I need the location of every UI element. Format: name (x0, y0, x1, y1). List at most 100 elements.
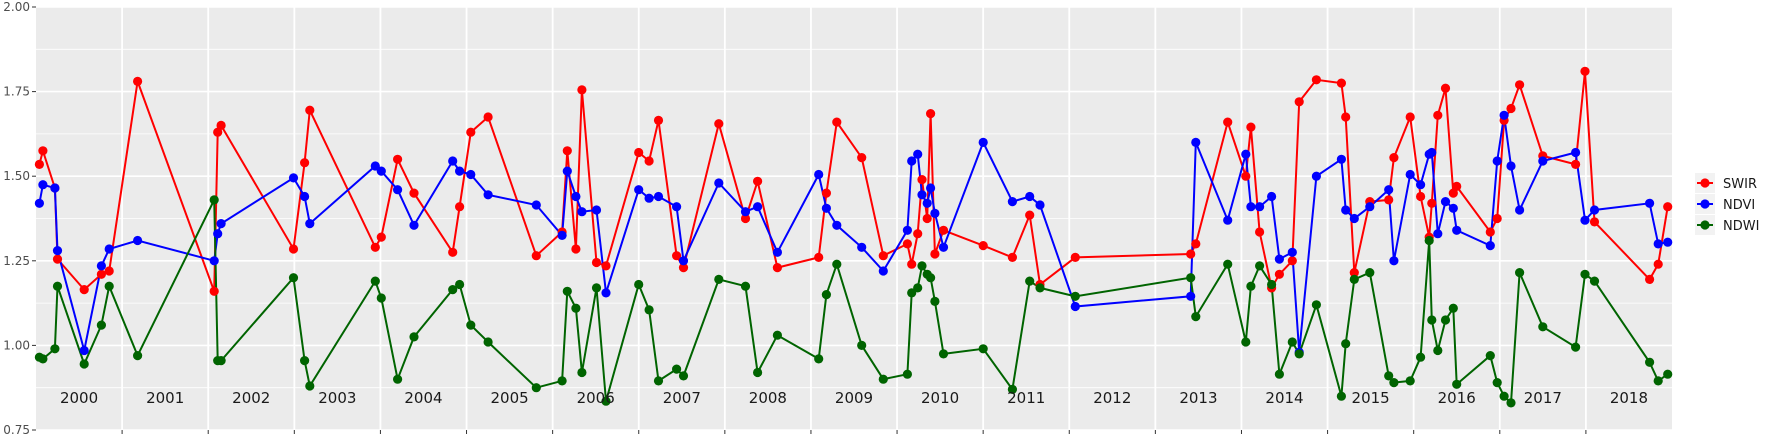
data-point-ndvi (50, 183, 60, 193)
data-point-ndvi (644, 193, 654, 203)
data-point-swir (562, 146, 572, 156)
data-point-ndwi (902, 369, 913, 379)
data-point-ndwi (821, 290, 832, 300)
data-point-ndwi (1035, 283, 1045, 293)
data-point-swir (1025, 210, 1035, 220)
year-label: 2002 (232, 389, 270, 407)
data-point-ndwi (393, 374, 403, 384)
data-point-swir (1255, 227, 1265, 237)
data-point-ndvi (926, 183, 936, 193)
year-label: 2013 (1179, 389, 1217, 407)
data-point-ndvi (917, 190, 927, 200)
data-point-ndvi (577, 207, 587, 217)
data-point-swir (591, 257, 602, 268)
data-point-ndwi (672, 364, 682, 374)
year-label: 2010 (921, 389, 959, 407)
data-point-ndwi (978, 344, 988, 354)
data-point-ndvi (902, 225, 913, 235)
data-point-ndwi (1485, 351, 1495, 361)
year-label: 2015 (1352, 389, 1390, 407)
data-point-ndvi (772, 247, 783, 257)
data-point-ndvi (370, 161, 380, 171)
data-point-ndwi (1515, 268, 1525, 278)
data-point-ndwi (814, 354, 824, 364)
data-point-ndvi (821, 203, 832, 213)
data-point-swir (300, 158, 310, 168)
data-point-ndwi (740, 281, 751, 291)
data-point-swir (376, 232, 386, 242)
data-point-ndwi (1294, 349, 1304, 359)
data-point-ndwi (1506, 398, 1516, 408)
data-point-ndwi (930, 296, 940, 306)
legend-label-ndwi: NDWI (1723, 219, 1759, 234)
data-point-swir (1007, 252, 1018, 262)
data-point-ndwi (1384, 371, 1394, 381)
data-point-ndvi (455, 166, 465, 176)
year-label: 2000 (60, 389, 98, 407)
data-point-ndvi (1499, 110, 1509, 120)
data-point-swir (466, 127, 476, 137)
data-point-swir (1492, 213, 1502, 224)
data-point-ndwi (483, 337, 493, 347)
data-point-swir (1440, 83, 1451, 93)
data-point-ndvi (601, 288, 611, 298)
data-point-ndvi (1186, 291, 1196, 301)
data-point-swir (133, 76, 143, 86)
data-point-ndvi (1506, 161, 1516, 171)
data-point-ndvi (678, 256, 689, 266)
data-point-ndvi (1241, 149, 1251, 159)
data-point-swir (601, 261, 611, 271)
data-point-ndvi (1341, 205, 1351, 215)
data-point-swir (96, 269, 106, 279)
data-point-swir (907, 259, 917, 269)
data-point-ndwi (1538, 322, 1548, 332)
data-point-ndwi (653, 376, 664, 386)
data-point-ndvi (300, 191, 310, 202)
data-point-swir (678, 263, 689, 273)
data-point-swir (531, 251, 541, 261)
data-point-ndvi (1653, 239, 1663, 249)
data-point-swir (1246, 122, 1256, 132)
data-point-ndwi (1653, 376, 1663, 386)
data-point-ndvi (1255, 202, 1265, 212)
data-point-swir (213, 127, 223, 137)
data-point-ndvi (1448, 203, 1458, 213)
data-point-ndvi (483, 190, 493, 200)
data-point-swir (209, 286, 219, 296)
data-point-swir (104, 266, 114, 276)
data-point-ndwi (1492, 378, 1502, 388)
data-point-ndwi (913, 283, 923, 293)
data-point-ndwi (1389, 378, 1399, 388)
data-point-ndvi (1349, 213, 1359, 224)
data-point-ndwi (1246, 281, 1256, 291)
data-point-ndvi (753, 202, 763, 212)
year-label: 2014 (1265, 389, 1303, 407)
data-point-ndwi (209, 195, 219, 205)
year-label: 2009 (835, 389, 873, 407)
data-point-swir (1589, 217, 1600, 227)
data-point-swir (1336, 78, 1346, 88)
data-point-swir (1645, 274, 1655, 284)
data-point-ndwi (305, 381, 315, 391)
data-point-ndvi (1267, 191, 1277, 202)
data-point-ndvi (913, 149, 923, 159)
major-gridlines (36, 6, 1672, 431)
data-point-ndwi (133, 351, 143, 361)
data-point-ndwi (1007, 384, 1018, 394)
data-point-swir (1452, 181, 1462, 191)
data-point-ndwi (878, 374, 888, 384)
data-point-ndvi (634, 185, 644, 195)
data-point-ndwi (466, 320, 476, 330)
year-label: 2016 (1438, 389, 1476, 407)
data-point-ndvi (740, 207, 751, 217)
data-point-ndvi (213, 229, 223, 239)
data-point-ndwi (1452, 379, 1462, 389)
year-label: 2008 (749, 389, 787, 407)
data-point-ndwi (678, 371, 689, 381)
data-point-swir (288, 244, 299, 254)
data-point-ndwi (772, 330, 783, 340)
data-point-swir (1294, 97, 1304, 107)
data-point-ndwi (1191, 312, 1201, 322)
data-point-swir (393, 154, 403, 164)
data-point-swir (772, 263, 783, 273)
